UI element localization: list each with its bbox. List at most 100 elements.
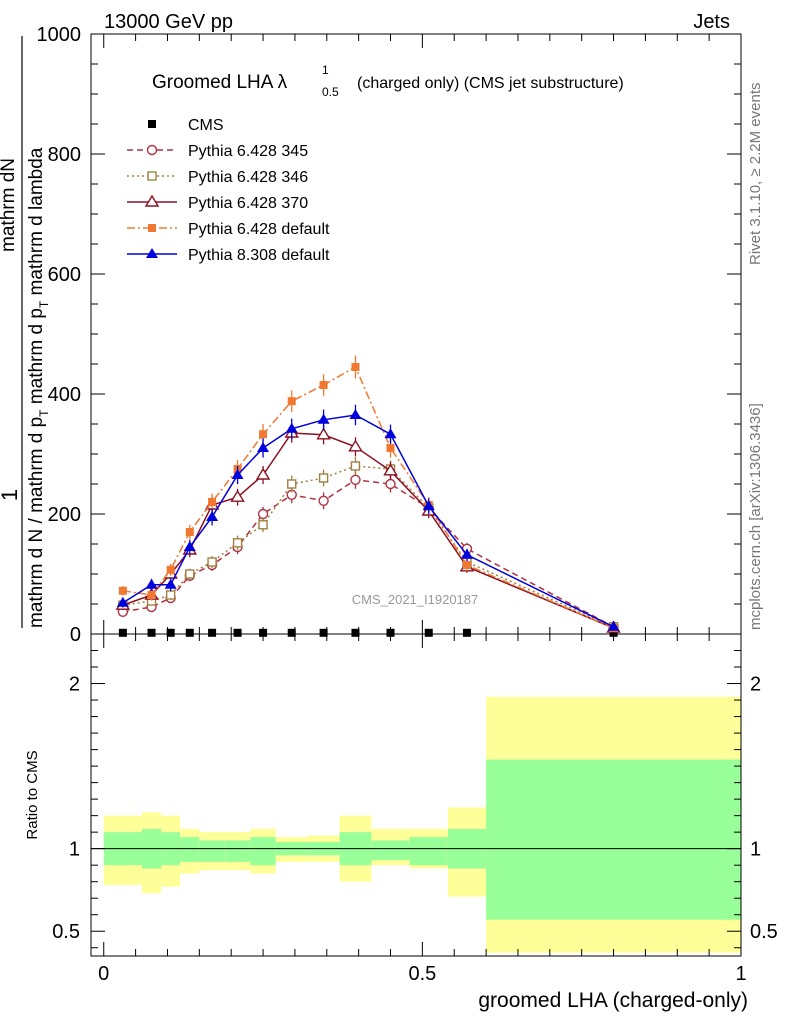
main-ytick-label: 0 [70,624,81,646]
ylabel-inner-numerator: mathrm dN [0,158,19,252]
data-point [424,628,433,637]
data-point [208,628,217,637]
data-point [233,628,242,637]
data-point [460,548,473,559]
data-point [257,442,270,452]
data-point [257,508,269,520]
main-ytick-label: 200 [48,504,81,526]
series-0 [118,628,618,637]
ratio-band-inner [409,837,448,866]
legend-marker [146,248,158,258]
data-point [118,628,127,637]
legend-entry: Pythia 6.428 370 [127,194,308,212]
ratio-axis-ticks [91,634,742,956]
ratio-y-label: Ratio to CMS [24,750,41,839]
data-point [318,473,329,483]
main-series-layer [115,355,621,637]
legend-label: Pythia 6.428 345 [188,143,308,160]
data-point [145,578,158,589]
data-point [386,628,395,637]
title-subscript: 0.5 [322,85,339,99]
y-axis-label: 1 mathrm d N / mathrm d pT mathrm d pT m… [0,36,51,628]
data-point [350,461,361,471]
ratio-xtick-label: 0 [98,963,109,985]
data-point [383,463,398,476]
data-point [166,628,175,637]
ratio-ytick-label-right: 2 [750,674,761,696]
ratio-band-inner [250,837,276,866]
data-point [351,628,360,637]
data-point [285,422,298,433]
rivet-label: Rivet 3.1.10, ≥ 2.2M events [747,83,764,266]
legend-entry: Pythia 6.428 346 [127,169,308,186]
data-point [206,511,219,521]
data-point [207,557,217,567]
main-ytick-label: 400 [48,384,81,406]
data-point [230,489,245,502]
legend-marker [148,224,156,232]
main-ytick-label: 1000 [37,24,82,46]
ratio-band-inner [199,840,225,862]
ratio-y-tick-labels: 0.5 0.5 1 1 2 2 [52,674,778,944]
ratio-band-inner [224,840,251,862]
header-category: Jets [693,11,730,33]
legend-marker [148,120,156,128]
data-point [287,397,296,406]
data-point [147,591,156,599]
series-line [122,465,614,628]
ratio-x-tick-labels: 0 0.5 1 [98,963,746,985]
data-point [259,430,268,439]
data-point [317,413,330,424]
data-point [385,478,396,490]
data-point [607,620,620,631]
legend-label: Pythia 6.428 370 [188,195,308,212]
data-point [116,596,129,607]
main-axis-ticks [91,33,742,635]
data-point [118,586,127,595]
data-point [183,541,196,551]
legend-entry: Pythia 6.428 345 [127,143,308,160]
data-point [166,565,175,574]
data-point [351,363,360,371]
data-point [259,628,268,637]
title-superscript: 1 [322,63,329,77]
data-point [147,628,156,637]
data-point [255,467,271,480]
ratio-bands-layer [103,696,741,953]
series-line [122,414,614,628]
legend-label: Pythia 6.428 346 [188,169,308,186]
legend: CMS Pythia 6.428 345 Pythia 6.428 346 Pythi… [127,117,330,264]
x-axis-label: groomed LHA (charged-only) [478,989,748,1012]
data-point [348,439,363,452]
legend-label: Pythia 6.428 default [188,221,330,238]
data-point [422,500,435,511]
data-point [287,479,297,489]
ratio-band-inner [371,840,410,861]
data-point [232,538,243,548]
ratio-ytick-label-right: 0.5 [750,921,778,943]
series-5 [116,404,620,631]
data-point [231,469,244,479]
series-4 [118,355,618,632]
data-point [386,444,395,452]
data-point [165,590,176,600]
title-suffix: (charged only) (CMS jet substructure) [357,75,624,92]
legend-entry: Pythia 6.428 default [127,221,330,238]
main-ytick-label: 600 [48,264,81,286]
data-point [185,628,194,637]
data-point [462,628,471,637]
data-point [287,628,296,637]
ylabel-prefactor: 1 [0,489,22,501]
ratio-ytick-label-right: 1 [750,839,761,861]
ratio-band-inner [486,759,741,920]
legend-entry: CMS [148,117,224,134]
main-title: Groomed LHA λ [152,72,288,93]
data-point [609,628,618,637]
ratio-band-inner [180,837,200,862]
data-point [384,428,397,439]
analysis-watermark: CMS_2021_I1920187 [352,592,479,607]
title-main: Groomed LHA λ [152,72,288,93]
legend-marker [144,194,160,207]
ratio-xtick-label: 1 [735,963,746,985]
